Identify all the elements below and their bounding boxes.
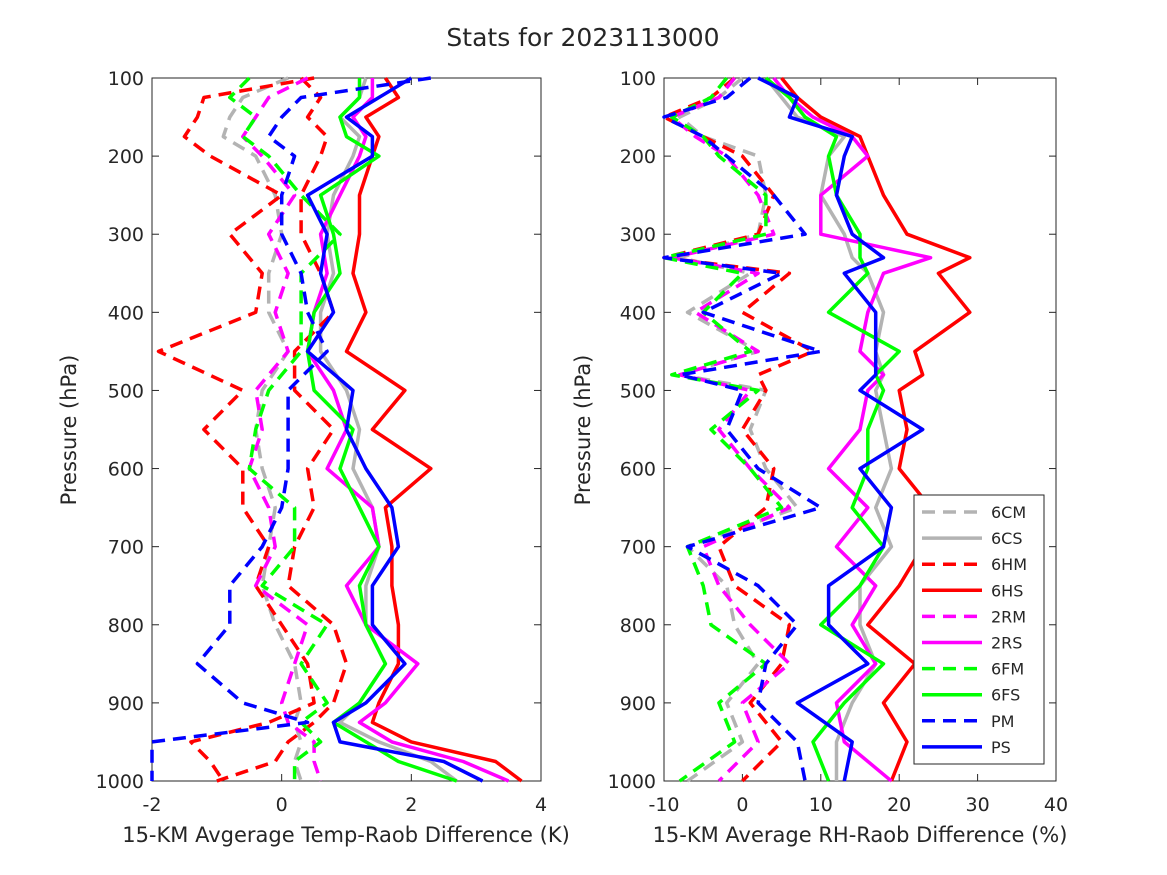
right-series-group bbox=[662, 76, 972, 783]
left-series-ps bbox=[305, 76, 484, 783]
right-x-tick-label: 20 bbox=[887, 794, 911, 816]
right-series-2rs bbox=[772, 76, 933, 783]
legend-label-2rm: 2RM bbox=[991, 607, 1026, 626]
right-y-tick-label: 500 bbox=[620, 380, 656, 402]
right-y-tick-label: 300 bbox=[620, 224, 656, 246]
right-y-tick-label: 400 bbox=[620, 302, 656, 324]
right-y-axis-label: Pressure (hPa) bbox=[571, 355, 595, 506]
right-x-axis-label: 15-KM Average RH-Raob Difference (%) bbox=[653, 823, 1068, 847]
legend-label-2rs: 2RS bbox=[991, 634, 1022, 653]
legend-label-6cm: 6CM bbox=[991, 503, 1026, 522]
legend-label-6hs: 6HS bbox=[991, 581, 1023, 600]
right-y-tick-label: 600 bbox=[620, 459, 656, 481]
left-x-tick-label: 4 bbox=[535, 794, 547, 816]
left-y-tick-label: 300 bbox=[108, 224, 144, 246]
right-series-ps bbox=[757, 76, 925, 782]
legend-label-6fm: 6FM bbox=[991, 660, 1024, 679]
left-y-tick-label: 600 bbox=[108, 459, 144, 481]
left-y-tick-label: 200 bbox=[108, 146, 144, 168]
left-y-tick-label: 700 bbox=[108, 537, 144, 559]
legend: 6CM 6CS 6HM 6HS 2RM 2RS 6FM 6FS PM PS bbox=[913, 494, 1045, 765]
right-y-tick-label: 700 bbox=[620, 537, 656, 559]
right-series-6hm bbox=[662, 76, 815, 783]
left-axis-ticks: -2 0 2 4 100 200 300 400 500 600 700 800 900 1000 bbox=[96, 68, 547, 816]
left-series-6hm bbox=[156, 76, 316, 782]
right-y-tick-label: 800 bbox=[620, 615, 656, 637]
right-axis-ticks: -10 0 10 20 30 40 100 200 300 400 500 600 700 800 900 1… bbox=[608, 68, 1068, 816]
legend-label-6fs: 6FS bbox=[991, 686, 1020, 705]
right-y-tick-label: 200 bbox=[620, 146, 656, 168]
right-x-tick-label: 30 bbox=[966, 794, 990, 816]
left-series-6hm bbox=[216, 76, 349, 783]
left-y-tick-label: 500 bbox=[108, 380, 144, 402]
left-x-tick-label: -2 bbox=[143, 794, 162, 816]
legend-label-ps: PS bbox=[991, 738, 1011, 757]
legend-label-6cs: 6CS bbox=[991, 529, 1023, 548]
legend-items: 6CM 6CS 6HM 6HS 2RM 2RS 6FM 6FS PM PS bbox=[922, 503, 1027, 757]
left-x-axis-label: 15-KM Avgerage Temp-Raob Difference (K) bbox=[122, 823, 570, 847]
left-series-6fm bbox=[228, 76, 342, 781]
left-y-tick-label: 400 bbox=[108, 302, 144, 324]
legend-box bbox=[913, 494, 1045, 765]
left-series-6fs bbox=[305, 78, 458, 783]
right-x-tick-label: 0 bbox=[736, 794, 748, 816]
legend-label-6hm: 6HM bbox=[991, 555, 1027, 574]
left-y-tick-label: 100 bbox=[108, 68, 144, 90]
right-y-tick-label: 1000 bbox=[608, 771, 656, 793]
chart-title: Stats for 2023113000 bbox=[446, 23, 719, 52]
left-panel: -2 0 2 4 100 200 300 400 500 600 700 800 900 1000 15-… bbox=[57, 68, 570, 847]
right-panel: -10 0 10 20 30 40 100 200 300 400 500 600 700 800 900 1… bbox=[571, 68, 1068, 847]
left-y-tick-label: 900 bbox=[108, 693, 144, 715]
left-y-axis-label: Pressure (hPa) bbox=[57, 355, 81, 506]
right-series-6hs bbox=[780, 76, 972, 782]
right-x-tick-label: 10 bbox=[809, 794, 833, 816]
left-y-tick-label: 800 bbox=[108, 615, 144, 637]
legend-label-pm: PM bbox=[991, 712, 1014, 731]
left-y-tick-label: 1000 bbox=[96, 771, 144, 793]
left-series-group bbox=[150, 76, 523, 783]
left-x-tick-label: 0 bbox=[276, 794, 288, 816]
right-series-6fm bbox=[662, 76, 784, 783]
left-x-tick-label: 2 bbox=[405, 794, 417, 816]
left-series-2rm bbox=[241, 76, 323, 782]
right-y-tick-label: 100 bbox=[620, 68, 656, 90]
right-x-tick-label: 40 bbox=[1044, 794, 1068, 816]
left-series-pm bbox=[150, 76, 432, 781]
right-y-tick-label: 900 bbox=[620, 693, 656, 715]
right-x-tick-label: -10 bbox=[648, 794, 679, 816]
